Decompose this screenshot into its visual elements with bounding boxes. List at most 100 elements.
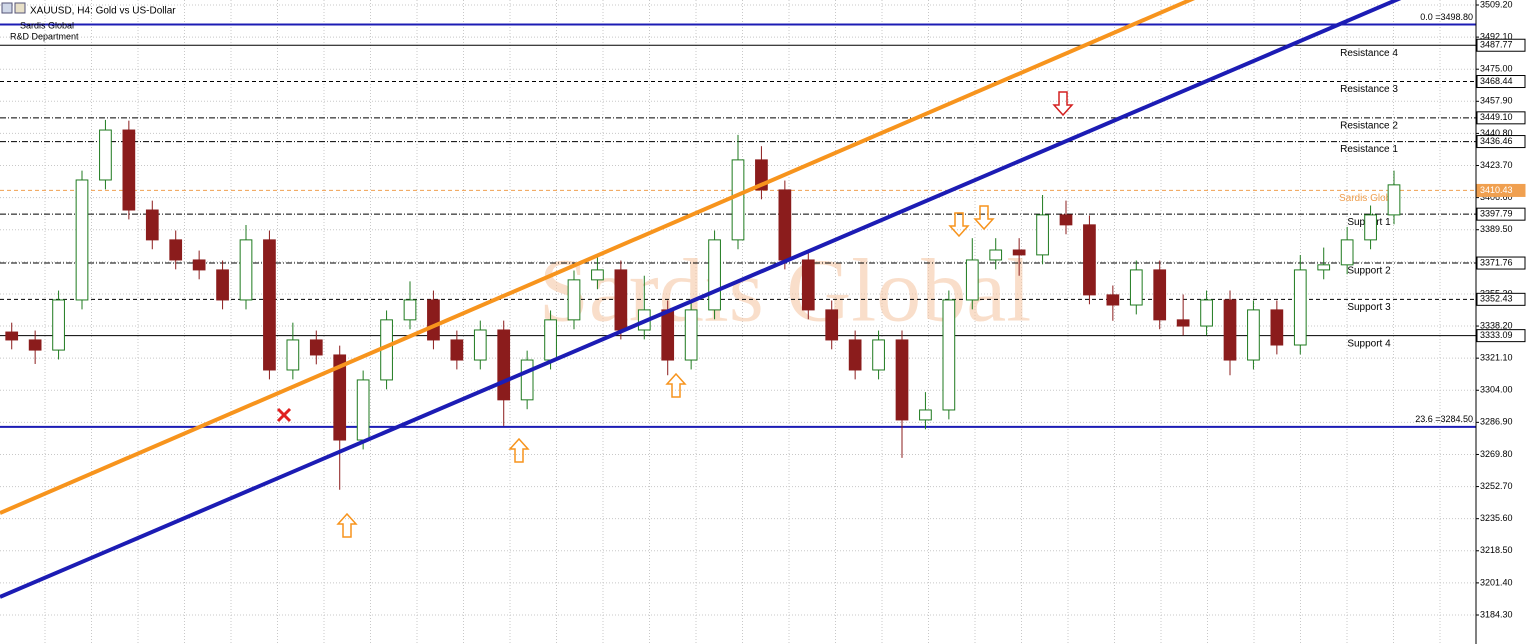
candle-body xyxy=(333,354,347,441)
y-tick-label: 3492.10 xyxy=(1480,31,1513,41)
candle-body xyxy=(1176,319,1190,327)
candle-body xyxy=(473,329,487,361)
price-box xyxy=(1476,256,1526,270)
candle-body xyxy=(450,339,464,361)
candle-body xyxy=(614,269,628,331)
candle-body xyxy=(1153,269,1167,321)
candle-body xyxy=(122,129,136,211)
candle-body xyxy=(895,339,909,421)
candle-body xyxy=(239,239,253,301)
up-arrow xyxy=(336,512,358,538)
candle-body xyxy=(848,339,862,371)
price-box xyxy=(1476,329,1526,343)
price-box xyxy=(1476,135,1526,149)
y-tick-label: 3286.90 xyxy=(1480,417,1513,427)
price-box-label: 3468.44 xyxy=(1480,76,1513,86)
candle-body xyxy=(1083,224,1096,296)
y-tick-label: 3338.20 xyxy=(1480,320,1513,330)
trendlines xyxy=(0,0,1402,599)
icon xyxy=(14,2,26,14)
header: XAUUSD, H4: Gold vs US-Dollar Sardis Glo… xyxy=(1,2,176,41)
price-box xyxy=(1476,75,1526,89)
candle-body xyxy=(5,331,19,341)
y-tick-label: 3457.90 xyxy=(1480,96,1513,106)
subtitle: Sardis Global xyxy=(20,20,74,30)
y-tick-label: 3269.80 xyxy=(1480,449,1513,459)
candle-body xyxy=(309,339,323,356)
candle-body xyxy=(872,339,885,371)
y-tick-label: 3475.00 xyxy=(1480,64,1513,74)
level-name: Sardis Global xyxy=(1339,193,1399,204)
candle-body xyxy=(286,339,300,371)
cross-mark xyxy=(276,407,292,423)
candle-body xyxy=(52,299,65,351)
candle-body xyxy=(708,239,721,311)
trend-line xyxy=(0,0,1402,599)
candle-body xyxy=(591,269,604,281)
candle-body xyxy=(497,329,511,401)
candle-body xyxy=(192,259,206,271)
candle-body xyxy=(801,259,815,311)
chart-title: XAUUSD, H4: Gold vs US-Dollar xyxy=(30,6,176,17)
candle-body xyxy=(520,359,534,401)
candle-body xyxy=(75,179,89,301)
grid xyxy=(0,0,1476,644)
candle-body xyxy=(145,209,159,241)
candle-body xyxy=(825,309,839,341)
level-name: Support 2 xyxy=(1347,266,1391,277)
price-box-label: 3436.46 xyxy=(1480,136,1513,146)
candle-body xyxy=(544,319,557,361)
y-tick-label: 3423.70 xyxy=(1480,160,1513,170)
price-box-label: 3333.09 xyxy=(1480,330,1513,340)
y-tick-label: 3235.60 xyxy=(1480,513,1513,523)
price-box-label: 3397.79 xyxy=(1480,209,1513,219)
candle-body xyxy=(989,249,1003,261)
candle-body xyxy=(942,299,956,411)
candle-body xyxy=(684,309,698,361)
y-tick-label: 3389.50 xyxy=(1480,224,1513,234)
y-tick-label: 3184.30 xyxy=(1480,609,1513,619)
candle-body xyxy=(1293,269,1307,346)
annotations xyxy=(276,91,1074,538)
candle-body xyxy=(356,379,370,441)
level-name: Resistance 4 xyxy=(1340,48,1398,59)
icon xyxy=(1,2,13,14)
candle-body xyxy=(1317,264,1331,271)
candle-body xyxy=(919,409,932,421)
candle-body xyxy=(755,159,768,191)
y-tick-label: 3406.60 xyxy=(1480,192,1513,202)
candle-body xyxy=(263,239,276,371)
level-name: 23.6 =3284.50 xyxy=(1415,414,1473,424)
candle-body xyxy=(1387,184,1401,216)
down-arrow xyxy=(1052,91,1074,117)
candle-body xyxy=(99,129,112,181)
candle-body xyxy=(169,239,183,261)
y-tick-label: 3201.40 xyxy=(1480,577,1513,587)
candle-body xyxy=(1129,269,1143,306)
price-box-label: 3371.76 xyxy=(1480,257,1513,267)
candle-body xyxy=(965,259,979,301)
up-arrow xyxy=(508,437,530,463)
level-name: Resistance 1 xyxy=(1340,144,1398,155)
y-tick-label: 3440.80 xyxy=(1480,128,1513,138)
price-box xyxy=(1476,111,1526,125)
price-box-label: 3352.43 xyxy=(1480,294,1513,304)
up-arrow xyxy=(665,372,687,398)
y-tick-label: 3304.00 xyxy=(1480,385,1513,395)
level-name: Support 3 xyxy=(1347,302,1391,313)
price-box-label: 3449.10 xyxy=(1480,112,1513,122)
candle-body xyxy=(1340,239,1354,266)
level-name: 0.0 =3498.80 xyxy=(1420,12,1473,22)
candle-body xyxy=(1059,214,1073,226)
candle-body xyxy=(1270,309,1284,346)
level-name: Resistance 2 xyxy=(1340,120,1398,131)
price-axis-labels: 3509.20 3492.10 3475.00 3457.90 3440.80 3423.… xyxy=(1476,0,1526,619)
candle-body xyxy=(567,279,581,321)
price-box-label: 3410.43 xyxy=(1480,185,1513,195)
y-tick-label: 3509.20 xyxy=(1480,0,1513,9)
candle-body xyxy=(1106,294,1120,306)
candle-body xyxy=(778,189,792,261)
down-arrow xyxy=(948,212,970,238)
price-box-label: 3487.77 xyxy=(1480,40,1513,50)
